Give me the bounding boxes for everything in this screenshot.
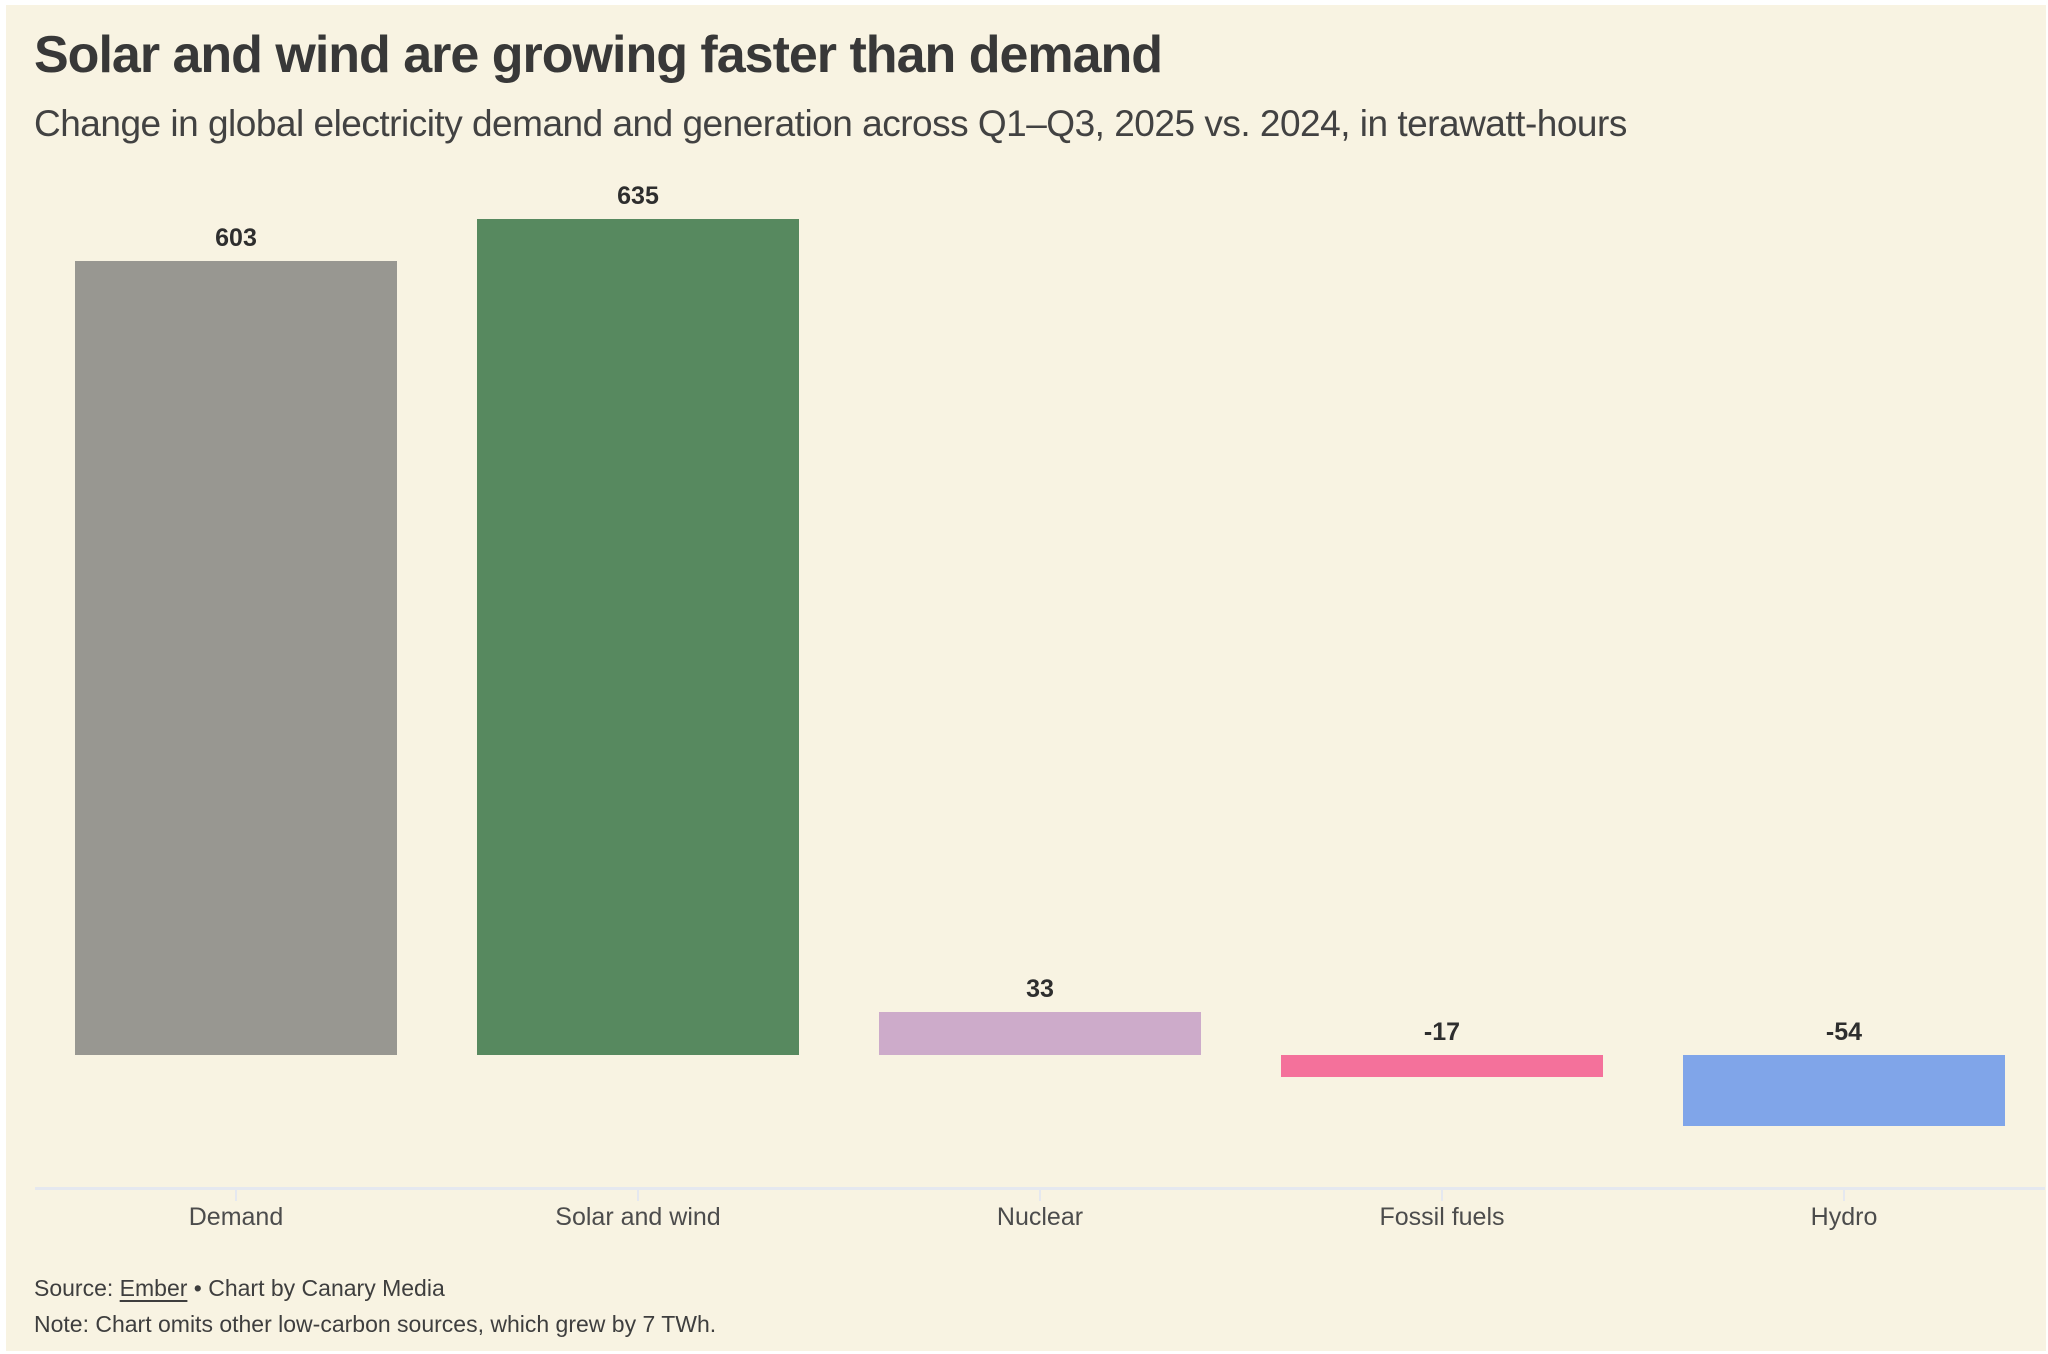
bar-value-label-demand: 603 [215, 224, 257, 252]
bar-nuclear [879, 1012, 1201, 1055]
x-axis-label-nuclear: Nuclear [996, 1203, 1084, 1231]
x-axis-label-demand: Demand [188, 1203, 284, 1231]
source-credit: • Chart by Canary Media [187, 1275, 445, 1301]
bar-value-label-hydro: -54 [1825, 1018, 1863, 1046]
bar-chart: 603 Demand 635 Solar and wind 33 Nuclear -17 Fo… [6, 5, 2046, 1351]
x-axis-tick-nuclear [1039, 1187, 1041, 1201]
bar-fossil-fuels [1281, 1055, 1603, 1077]
x-axis-tick-fossil-fuels [1441, 1187, 1443, 1201]
bar-value-label-nuclear: 33 [1026, 975, 1054, 1003]
chart-card: Solar and wind are growing faster than d… [6, 5, 2046, 1351]
x-axis-tick-demand [235, 1187, 237, 1201]
bar-demand [75, 261, 397, 1055]
x-axis-label-hydro: Hydro [1810, 1203, 1878, 1231]
source-line: Source: Ember • Chart by Canary Media [34, 1275, 445, 1302]
chart-title: Solar and wind are growing faster than d… [34, 26, 1163, 84]
x-axis-label-fossil-fuels: Fossil fuels [1379, 1203, 1505, 1231]
source-label: Source: [34, 1275, 120, 1301]
bar-value-label-fossil-fuels: -17 [1423, 1018, 1461, 1046]
x-axis-tick-solar-and-wind [637, 1187, 639, 1201]
chart-subtitle: Change in global electricity demand and … [34, 103, 1627, 144]
bar-solar-and-wind [477, 219, 799, 1055]
x-axis-label-solar-and-wind: Solar and wind [555, 1203, 721, 1231]
source-link-ember[interactable]: Ember [119, 1275, 188, 1301]
bar-value-label-solar-and-wind: 635 [617, 182, 659, 210]
bar-hydro [1683, 1055, 2005, 1126]
note-line: Note: Chart omits other low-carbon sourc… [34, 1311, 717, 1337]
x-axis-tick-hydro [1843, 1187, 1845, 1201]
